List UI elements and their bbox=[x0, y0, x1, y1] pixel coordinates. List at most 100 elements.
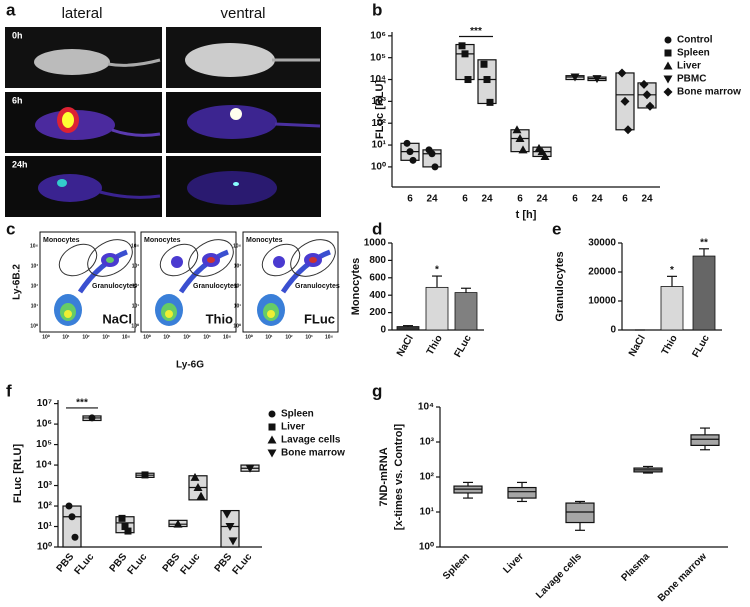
y-tick-label: 10¹ bbox=[38, 521, 53, 532]
y-tick-label: 10⁷ bbox=[37, 398, 52, 409]
point bbox=[190, 472, 200, 481]
panel-label: g bbox=[372, 381, 382, 400]
tick-label: 10² bbox=[31, 283, 39, 289]
flow-panel: MonocytesGranulocytesNaCl10⁰10⁰10¹10¹10²… bbox=[30, 231, 340, 340]
point bbox=[540, 151, 550, 160]
x-tick-label: 6 bbox=[407, 194, 413, 205]
axis-label: Ly-6G bbox=[176, 360, 204, 371]
time-label: 0h bbox=[12, 30, 23, 40]
tick-label: 10² bbox=[183, 334, 191, 340]
x-tick-label: 6 bbox=[517, 194, 523, 205]
gate-label: Granulocytes bbox=[92, 283, 137, 290]
population bbox=[171, 256, 183, 268]
x-tick-label: Lavage cells bbox=[534, 551, 584, 601]
legend-marker bbox=[268, 423, 276, 431]
y-tick-label: 0 bbox=[610, 325, 616, 336]
gate bbox=[58, 243, 98, 277]
point bbox=[88, 414, 96, 422]
legend-marker bbox=[663, 87, 673, 97]
significance: * bbox=[670, 265, 674, 276]
tick-label: 10³ bbox=[132, 263, 140, 269]
panel-label: f bbox=[6, 381, 12, 400]
box bbox=[565, 502, 595, 524]
axis-label: FLuc [RLU] bbox=[374, 80, 386, 140]
bar bbox=[396, 326, 420, 331]
tick-label: 10⁰ bbox=[233, 323, 241, 329]
legend-marker bbox=[663, 75, 673, 84]
point bbox=[141, 471, 149, 479]
gate-label: Monocytes bbox=[144, 237, 181, 244]
y-tick-label: 10² bbox=[38, 501, 53, 512]
x-tick-label: Plasma bbox=[619, 551, 652, 584]
x-tick-label: Spleen bbox=[441, 551, 472, 582]
point bbox=[118, 514, 126, 522]
y-tick-label: 10⁰ bbox=[371, 162, 386, 173]
legend-marker bbox=[664, 36, 672, 44]
x-tick-label: FLuc bbox=[73, 551, 97, 577]
legend-label: Spleen bbox=[677, 48, 710, 59]
x-tick-label: Thio bbox=[660, 333, 680, 357]
x-tick-label: NaCl bbox=[395, 333, 416, 358]
column-label: ventral bbox=[220, 5, 265, 22]
gate-label: Granulocytes bbox=[193, 283, 238, 290]
legend-label: PBMC bbox=[677, 74, 706, 85]
x-tick-label: 6 bbox=[462, 194, 468, 205]
legend-label: Bone marrow bbox=[677, 87, 741, 98]
point bbox=[461, 50, 469, 58]
y-tick-label: 10⁴ bbox=[36, 460, 52, 471]
axis-label: Monocytes bbox=[350, 258, 362, 315]
point bbox=[480, 60, 488, 68]
point bbox=[228, 537, 238, 546]
y-tick-label: 10⁴ bbox=[418, 402, 434, 413]
point bbox=[71, 533, 79, 541]
sample-label: Thio bbox=[206, 311, 233, 326]
population bbox=[273, 256, 285, 268]
point bbox=[124, 527, 132, 535]
x-tick-label: 24 bbox=[426, 194, 438, 205]
sample-label: NaCl bbox=[102, 311, 132, 326]
y-tick-label: 10¹ bbox=[372, 140, 387, 151]
tick-label: 10¹ bbox=[132, 303, 140, 309]
density bbox=[280, 249, 331, 294]
y-tick-label: 10³ bbox=[372, 96, 387, 107]
point bbox=[458, 42, 466, 50]
point bbox=[483, 76, 491, 84]
tick-label: 10⁰ bbox=[245, 334, 253, 340]
point bbox=[68, 513, 76, 521]
point bbox=[512, 125, 522, 134]
point bbox=[537, 147, 547, 156]
point bbox=[196, 491, 206, 500]
legend-label: Bone marrow bbox=[281, 448, 345, 459]
axis-label: t [h] bbox=[516, 209, 537, 221]
point bbox=[406, 148, 414, 156]
point bbox=[515, 133, 525, 142]
legend-label: Liver bbox=[281, 422, 305, 433]
point bbox=[403, 139, 411, 147]
significance: ** bbox=[700, 237, 708, 248]
tick-label: 10⁴ bbox=[122, 334, 131, 340]
x-tick-label: FLuc bbox=[452, 333, 474, 360]
y-tick-label: 10⁵ bbox=[370, 52, 386, 63]
density bbox=[165, 310, 173, 318]
significance: *** bbox=[470, 26, 482, 37]
point bbox=[623, 125, 633, 135]
x-tick-label: Bone marrow bbox=[656, 551, 709, 604]
y-tick-label: 0 bbox=[380, 325, 386, 336]
bar bbox=[454, 292, 478, 331]
point bbox=[617, 68, 627, 78]
x-tick-label: 6 bbox=[622, 194, 628, 205]
legend-label: Control bbox=[677, 35, 713, 46]
tick-label: 10⁰ bbox=[143, 334, 151, 340]
y-tick-label: 10¹ bbox=[420, 507, 435, 518]
panel-label: d bbox=[372, 219, 382, 238]
legend-label: Lavage cells bbox=[281, 435, 341, 446]
y-tick-label: 10³ bbox=[420, 437, 435, 448]
axis-label: Ly-6B.2 bbox=[12, 264, 23, 300]
point bbox=[620, 96, 630, 106]
bar bbox=[660, 286, 684, 331]
x-tick-label: Liver bbox=[501, 551, 526, 576]
tick-label: 10⁰ bbox=[131, 323, 139, 329]
tick-label: 10³ bbox=[102, 334, 110, 340]
box bbox=[62, 505, 82, 548]
